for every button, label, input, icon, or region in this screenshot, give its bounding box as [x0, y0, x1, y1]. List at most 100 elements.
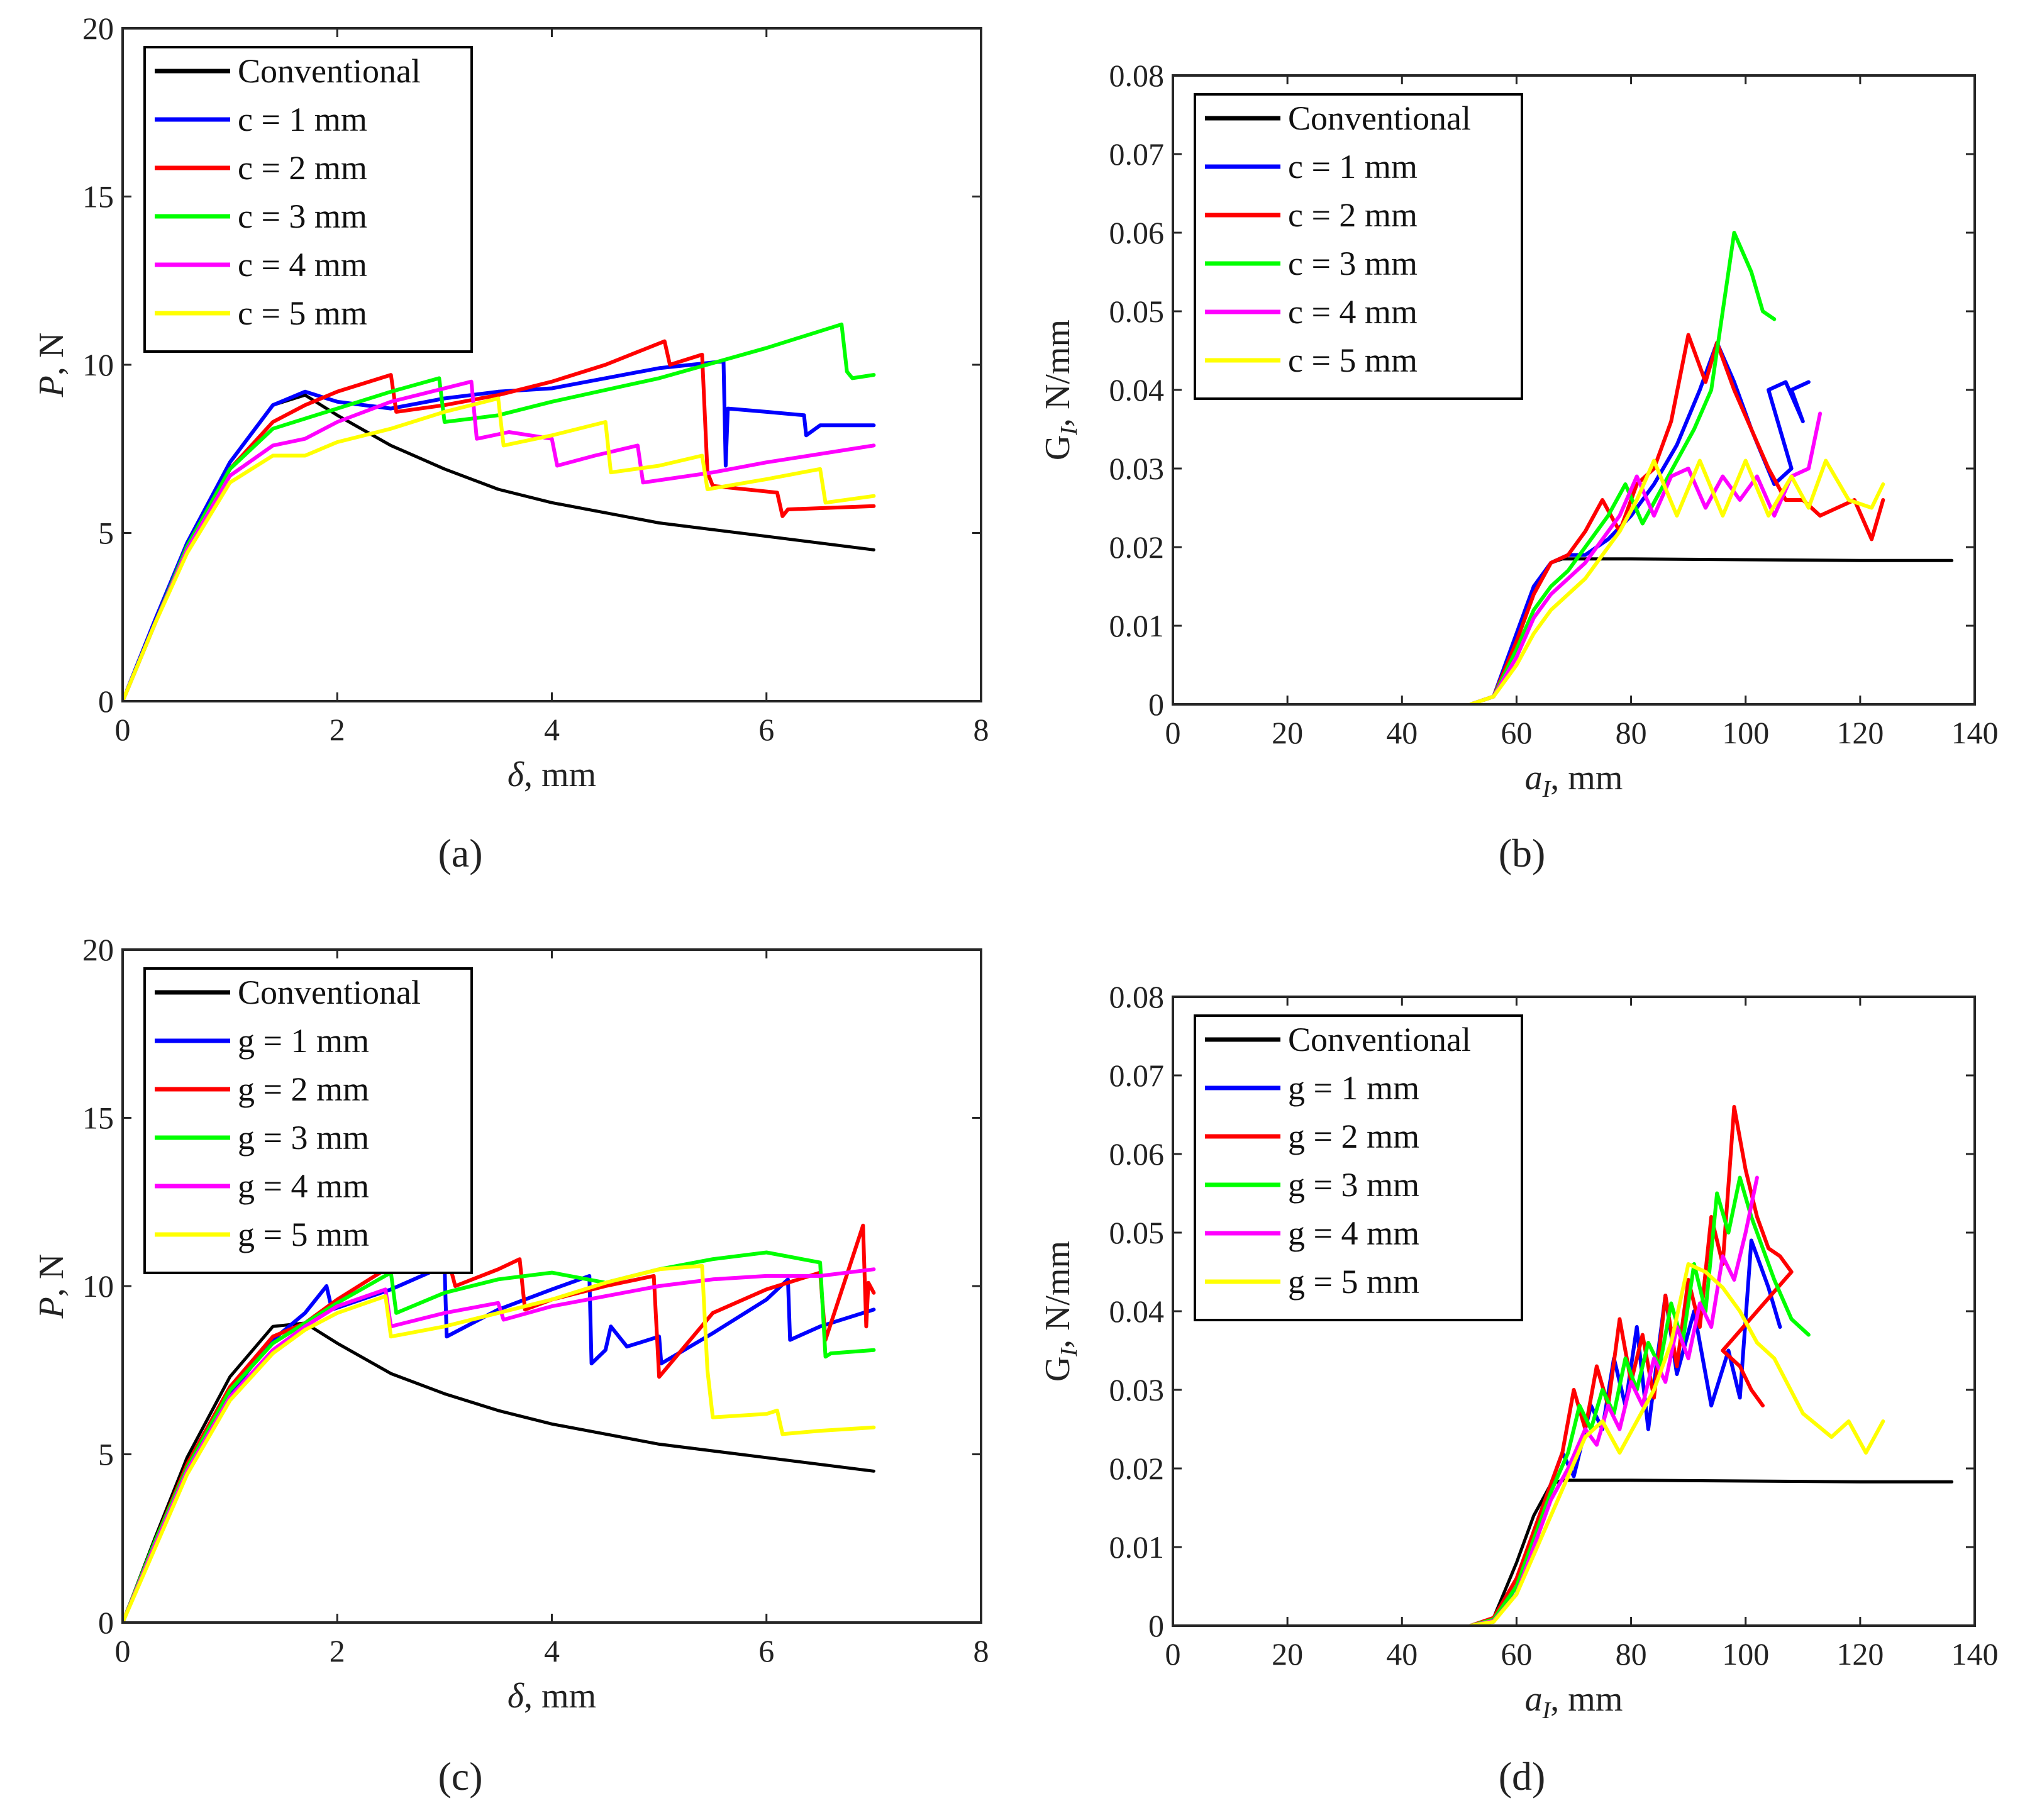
series-group	[123, 322, 876, 701]
y-tick-label: 15	[82, 1101, 114, 1136]
legend-entry: c = 3 mm	[1288, 245, 1418, 282]
series-line-5	[1468, 458, 1885, 704]
x-tick-label: 2	[330, 1633, 345, 1668]
legend: Conventional g = 1 mm g = 2 mm g = 3 mm g = …	[143, 967, 473, 1274]
series-group	[1468, 1105, 1954, 1626]
y-axis-subscript: I	[1056, 1347, 1082, 1357]
y-tick-label: 0	[98, 684, 114, 719]
x-tick-label: 0	[1165, 715, 1181, 750]
y-tick-label: 0.05	[1109, 1215, 1165, 1250]
legend-entry: c = 5 mm	[238, 294, 367, 332]
x-tick-label: 60	[1501, 1636, 1532, 1672]
x-axis-symbol: δ	[508, 755, 524, 794]
x-tick-label: 40	[1386, 715, 1418, 750]
x-axis-label: aI, mm	[1525, 758, 1623, 802]
y-axis-unit: , N/mm	[1038, 1241, 1077, 1348]
x-axis-subscript: I	[1542, 1697, 1552, 1724]
legend-box	[143, 46, 473, 353]
y-tick-label: 10	[82, 1268, 114, 1304]
y-axis-unit: , N	[32, 333, 71, 375]
panel-caption: (d)	[1499, 1754, 1546, 1799]
legend-entry: Conventional	[1288, 1021, 1471, 1058]
panel-caption: (c)	[438, 1754, 482, 1799]
panel-caption: (b)	[1499, 831, 1546, 875]
x-tick-label: 0	[115, 1633, 131, 1668]
y-tick-label: 0.07	[1109, 1058, 1165, 1093]
x-tick-label: 60	[1501, 715, 1532, 750]
series-line-4	[123, 1267, 876, 1623]
y-tick-label: 5	[98, 516, 114, 551]
x-axis-symbol: a	[1525, 758, 1543, 797]
x-axis-subscript: I	[1542, 776, 1552, 802]
y-tick-label: 20	[82, 11, 114, 46]
y-axis-subscript: I	[1056, 426, 1082, 436]
y-tick-label: 0.07	[1109, 136, 1165, 172]
legend-entry: g = 5 mm	[1288, 1263, 1419, 1301]
x-axis-unit: , mm	[1550, 1680, 1623, 1719]
y-tick-label: 10	[82, 347, 114, 382]
x-tick-label: 8	[974, 1633, 989, 1668]
legend-entry: g = 4 mm	[238, 1167, 369, 1205]
y-axis-symbol: G	[1038, 435, 1077, 460]
panel-caption: (a)	[438, 831, 482, 875]
y-axis-unit: , N	[32, 1254, 71, 1297]
y-tick-label: 20	[82, 932, 114, 967]
legend-entry: g = 1 mm	[1288, 1069, 1419, 1107]
series-group	[1468, 231, 1954, 704]
series-line-3	[123, 1250, 876, 1623]
y-tick-label: 0.08	[1109, 58, 1165, 93]
chart-c: 0 2 4 6 8 0 5 10 15 20 δ, mm P, N Conventional g = 1 …	[32, 932, 989, 1799]
series-line-3	[1468, 231, 1777, 704]
x-axis-symbol: a	[1525, 1680, 1543, 1719]
legend: Conventional c = 1 mm c = 2 mm c = 3 mm c = …	[1194, 93, 1523, 400]
x-tick-label: 8	[974, 712, 989, 747]
x-tick-label: 20	[1272, 1636, 1303, 1672]
x-axis-label: aI, mm	[1525, 1680, 1623, 1724]
x-tick-label: 120	[1836, 715, 1884, 750]
legend: Conventional g = 1 mm g = 2 mm g = 3 mm g = …	[1194, 1014, 1523, 1321]
y-tick-label: 0.04	[1109, 372, 1165, 408]
x-tick-label: 140	[1951, 1636, 1999, 1672]
legend-entry: c = 4 mm	[238, 246, 367, 284]
series-line-5	[1468, 1262, 1885, 1626]
legend-entry: g = 4 mm	[1288, 1214, 1419, 1252]
y-axis-label: P, N	[32, 1254, 71, 1319]
y-tick-label: 0.03	[1109, 1372, 1165, 1407]
series-line-2	[1468, 1105, 1794, 1626]
y-axis-label: GI, N/mm	[1038, 319, 1082, 460]
x-tick-label: 40	[1386, 1636, 1418, 1672]
x-tick-label: 4	[544, 712, 560, 747]
y-tick-label: 0	[98, 1605, 114, 1640]
y-tick-label: 0.08	[1109, 979, 1165, 1014]
x-tick-label: 100	[1722, 1636, 1769, 1672]
legend-entry: Conventional	[238, 52, 421, 90]
legend-entry: g = 3 mm	[1288, 1166, 1419, 1204]
series-group	[123, 1223, 876, 1623]
x-axis-symbol: δ	[508, 1677, 524, 1716]
legend-entry: Conventional	[238, 974, 421, 1011]
legend-box	[1194, 93, 1523, 400]
y-axis-symbol: P	[32, 375, 71, 397]
y-tick-label: 15	[82, 179, 114, 214]
y-tick-label: 5	[98, 1437, 114, 1472]
legend-entry: c = 5 mm	[1288, 341, 1418, 379]
x-axis-unit: , mm	[524, 755, 596, 794]
chart-d: 0 20 40 60 80 100 120 140 0 0.01 0.02 0.03 0.04 0.05 0…	[1038, 979, 1999, 1799]
y-tick-label: 0.05	[1109, 294, 1165, 329]
legend-entry: c = 2 mm	[238, 149, 367, 187]
y-axis-label: GI, N/mm	[1038, 1241, 1082, 1382]
series-line-4	[1468, 1175, 1759, 1626]
legend-entry: c = 4 mm	[1288, 293, 1418, 331]
x-tick-label: 6	[758, 1633, 774, 1668]
y-tick-label: 0.02	[1109, 1451, 1165, 1486]
y-axis-symbol: G	[1038, 1357, 1077, 1382]
y-tick-label: 0	[1148, 1608, 1164, 1643]
x-tick-label: 2	[330, 712, 345, 747]
series-line-3	[123, 322, 876, 701]
series-line-4	[1468, 411, 1823, 704]
x-tick-label: 0	[115, 712, 131, 747]
y-tick-label: 0.01	[1109, 1529, 1165, 1565]
legend-entry: g = 2 mm	[238, 1070, 369, 1108]
series-line-1	[123, 359, 876, 701]
